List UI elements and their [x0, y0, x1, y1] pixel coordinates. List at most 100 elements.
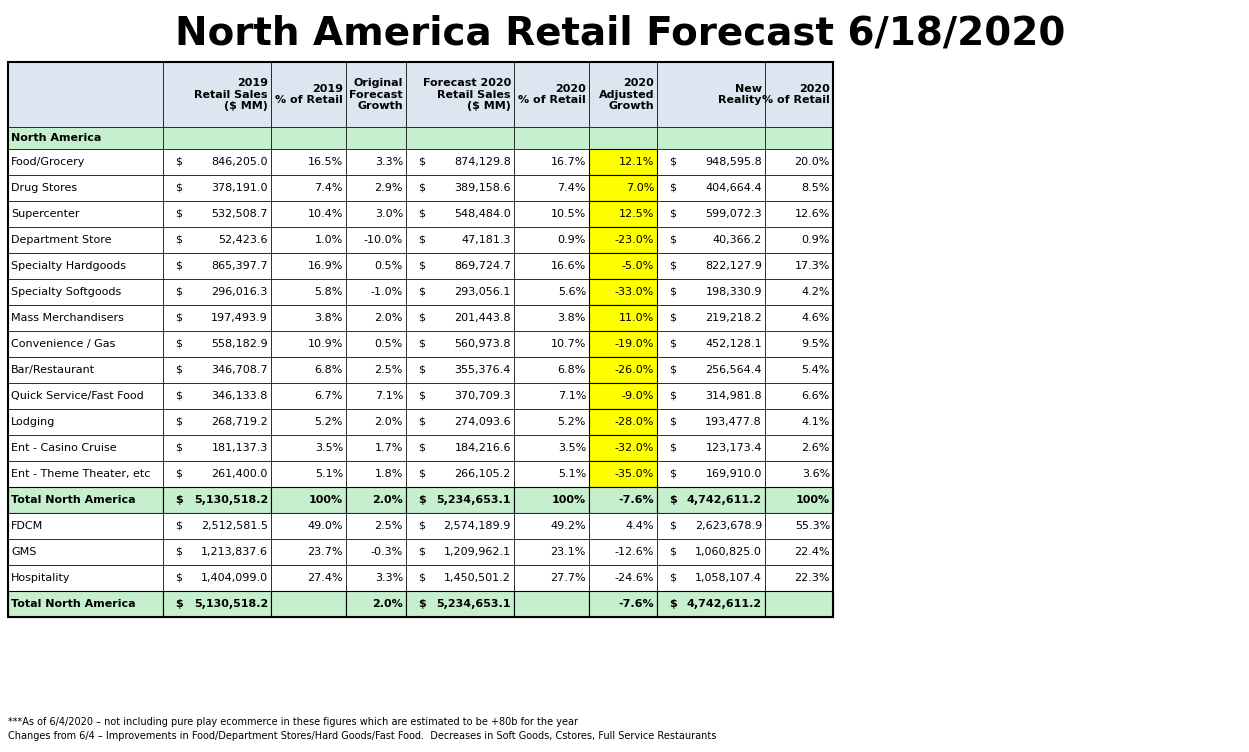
Text: ***As of 6/4/2020 – not including pure play ecommerce in these figures which are: ***As of 6/4/2020 – not including pure p… [7, 717, 578, 727]
Bar [590, 227, 657, 253]
Text: $: $ [175, 469, 182, 479]
Text: 193,477.8: 193,477.8 [706, 417, 762, 427]
Text: $: $ [175, 313, 182, 323]
Bar [7, 461, 164, 487]
Bar [164, 409, 271, 435]
Bar [271, 227, 346, 253]
Bar [764, 331, 833, 357]
Bar [164, 435, 271, 461]
Text: $: $ [175, 573, 182, 583]
Bar [590, 279, 657, 305]
Text: 0.9%: 0.9% [802, 235, 831, 245]
Text: 1.8%: 1.8% [375, 469, 403, 479]
Bar [164, 513, 271, 539]
Bar [657, 149, 764, 175]
Bar [271, 539, 346, 565]
Bar [164, 127, 271, 149]
Text: -5.0%: -5.0% [622, 261, 654, 271]
Text: 4.6%: 4.6% [802, 313, 831, 323]
Bar [590, 253, 657, 279]
Text: 3.6%: 3.6% [802, 469, 831, 479]
Bar [590, 149, 657, 175]
Text: $: $ [669, 547, 676, 557]
Bar [406, 175, 515, 201]
Bar [7, 175, 164, 201]
Text: 100%: 100% [796, 495, 831, 505]
Bar [346, 201, 406, 227]
Bar [346, 461, 406, 487]
Bar [764, 357, 833, 383]
Text: 2019
Retail Sales
($ MM): 2019 Retail Sales ($ MM) [195, 78, 269, 111]
Text: $: $ [669, 339, 676, 349]
Text: 4,742,611.2: 4,742,611.2 [687, 495, 762, 505]
Text: 1,404,099.0: 1,404,099.0 [201, 573, 269, 583]
Text: $: $ [175, 417, 182, 427]
Bar [7, 201, 164, 227]
Bar [657, 127, 764, 149]
Bar [271, 331, 346, 357]
Text: Ent - Theme Theater, etc: Ent - Theme Theater, etc [11, 469, 150, 479]
Text: 2020
% of Retail: 2020 % of Retail [762, 83, 831, 105]
Text: $: $ [418, 417, 425, 427]
Bar [346, 149, 406, 175]
Bar [271, 383, 346, 409]
Bar [764, 565, 833, 591]
Bar [515, 383, 590, 409]
Bar [406, 409, 515, 435]
Text: 10.9%: 10.9% [307, 339, 343, 349]
Text: 389,158.6: 389,158.6 [455, 183, 511, 193]
Bar [590, 62, 657, 127]
Bar [590, 409, 657, 435]
Text: $: $ [418, 157, 425, 167]
Text: 49.0%: 49.0% [307, 521, 343, 531]
Bar [406, 383, 515, 409]
Text: $: $ [418, 495, 426, 505]
Bar [406, 227, 515, 253]
Text: $: $ [175, 339, 182, 349]
Bar [164, 331, 271, 357]
Text: 5.6%: 5.6% [558, 287, 586, 297]
Text: Food/Grocery: Food/Grocery [11, 157, 85, 167]
Text: 52,423.6: 52,423.6 [219, 235, 269, 245]
Text: 1.0%: 1.0% [315, 235, 343, 245]
Bar [590, 253, 657, 279]
Text: $: $ [175, 391, 182, 401]
Text: $: $ [669, 157, 676, 167]
Text: 6.7%: 6.7% [315, 391, 343, 401]
Text: $: $ [418, 443, 425, 453]
Bar [406, 331, 515, 357]
Text: 17.3%: 17.3% [794, 261, 831, 271]
Text: $: $ [175, 365, 182, 375]
Text: 16.7%: 16.7% [551, 157, 586, 167]
Text: 1,213,837.6: 1,213,837.6 [201, 547, 269, 557]
Bar [657, 591, 764, 617]
Text: Lodging: Lodging [11, 417, 55, 427]
Text: 5.1%: 5.1% [315, 469, 343, 479]
Bar [515, 62, 590, 127]
Bar [590, 409, 657, 435]
Bar [515, 331, 590, 357]
Bar [271, 409, 346, 435]
Bar [406, 513, 515, 539]
Bar [764, 513, 833, 539]
Text: 865,397.7: 865,397.7 [211, 261, 269, 271]
Bar [590, 331, 657, 357]
Bar [406, 253, 515, 279]
Text: $: $ [418, 339, 425, 349]
Bar [657, 279, 764, 305]
Text: 314,981.8: 314,981.8 [706, 391, 762, 401]
Text: $: $ [175, 443, 182, 453]
Bar [515, 565, 590, 591]
Bar [406, 539, 515, 565]
Text: 7.1%: 7.1% [557, 391, 586, 401]
Text: 2.0%: 2.0% [375, 313, 403, 323]
Bar [764, 127, 833, 149]
Text: 6.8%: 6.8% [557, 365, 586, 375]
Text: 16.6%: 16.6% [551, 261, 586, 271]
Text: 123,173.4: 123,173.4 [706, 443, 762, 453]
Text: -10.0%: -10.0% [363, 235, 403, 245]
Bar [590, 305, 657, 331]
Text: 7.1%: 7.1% [375, 391, 403, 401]
Text: $: $ [669, 313, 676, 323]
Text: North America Retail Forecast 6/18/2020: North America Retail Forecast 6/18/2020 [175, 15, 1065, 53]
